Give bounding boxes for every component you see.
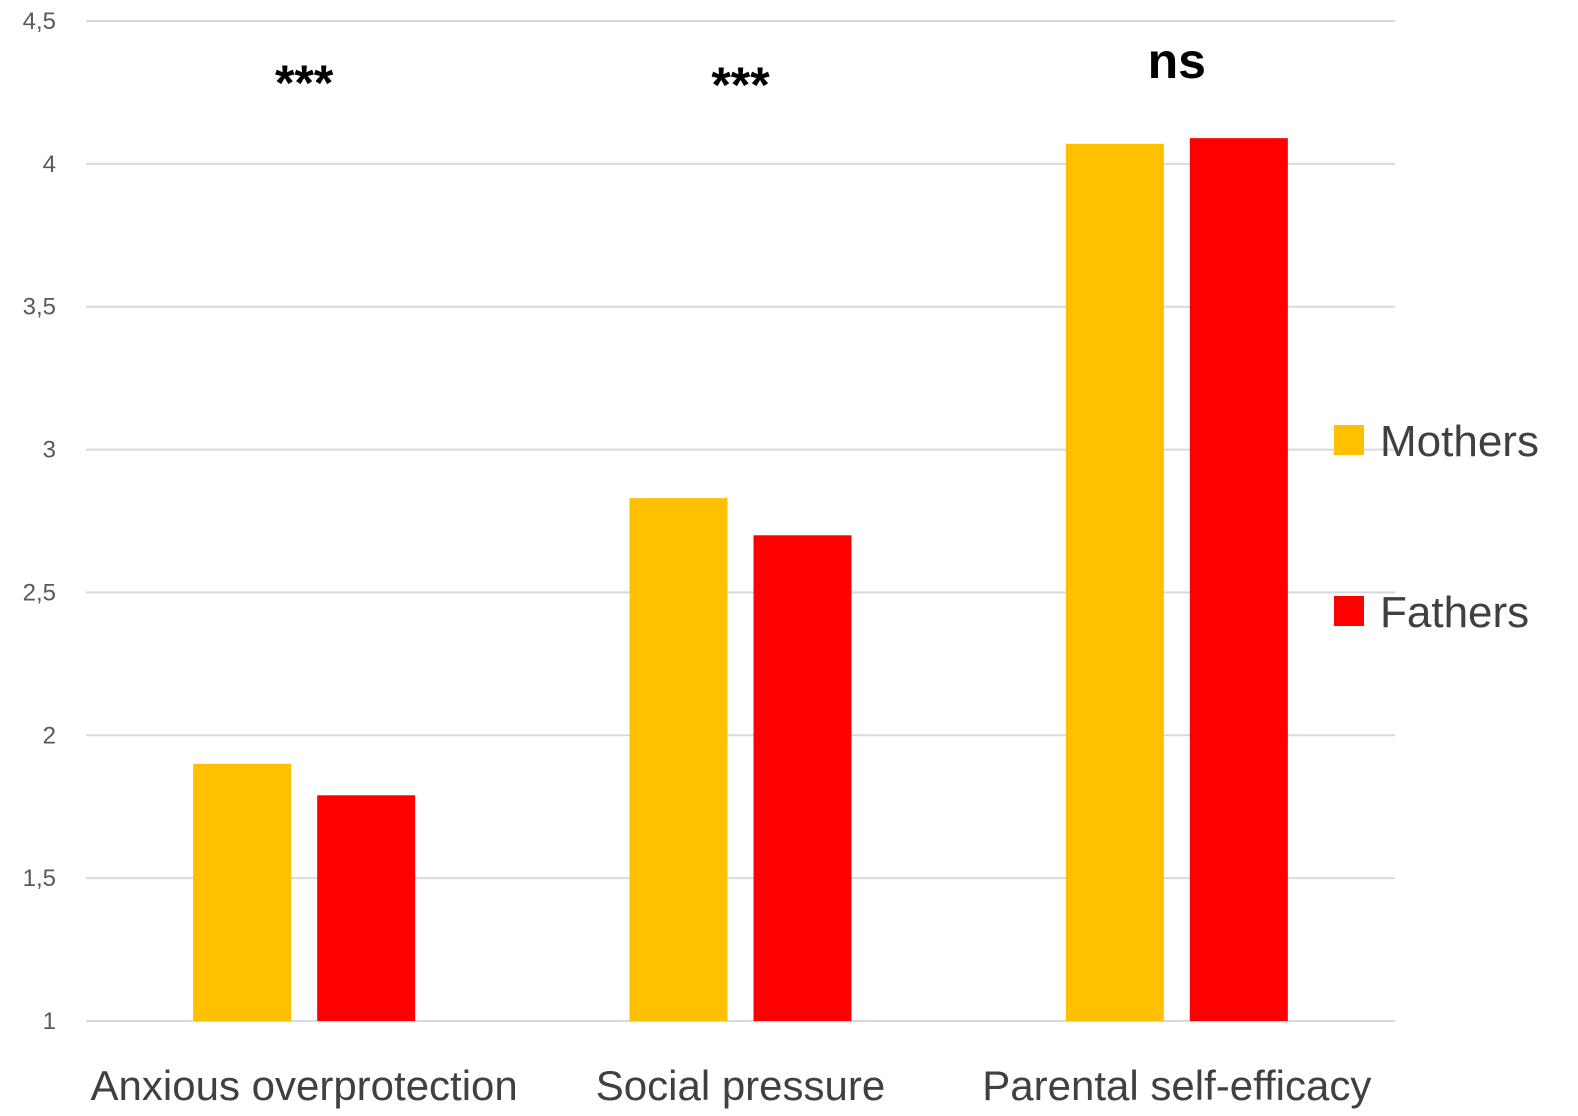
y-tick-label: 1,5 [23,865,56,892]
significance-marker: *** [711,57,770,113]
x-category-label: Social pressure [596,1062,885,1109]
gridlines [86,20,1395,1022]
legend: Mothers Fathers [1334,417,1539,637]
bar-fathers-3 [1189,138,1288,1022]
legend-label-fathers: Fathers [1380,588,1529,637]
bar-fathers-2 [753,535,852,1021]
bar-mothers-1 [193,763,292,1021]
x-category-label: Anxious overprotection [91,1062,518,1109]
y-tick-label: 4,5 [23,8,56,35]
legend-swatch-mothers [1334,425,1364,455]
x-axis-categories: Anxious overprotection Social pressure Par… [91,1062,1372,1109]
significance-marker: ns [1148,33,1206,89]
y-tick-label: 3 [43,437,56,464]
significance-markers: *** *** ns [275,33,1206,113]
x-category-label: Parental self-efficacy [982,1062,1371,1109]
bars [193,138,1288,1022]
y-axis-ticks: 1 1,5 2 2,5 3 3,5 4 4,5 [23,8,56,1035]
bar-fathers-1 [317,795,416,1021]
y-tick-label: 4 [43,151,56,178]
y-tick-label: 1 [43,1008,56,1035]
y-tick-label: 3,5 [23,294,56,321]
y-tick-label: 2 [43,722,56,749]
bar-mothers-3 [1065,143,1164,1021]
legend-label-mothers: Mothers [1380,417,1539,466]
legend-swatch-fathers [1334,596,1364,626]
bar-mothers-2 [629,498,728,1022]
significance-marker: *** [275,55,334,111]
y-tick-label: 2,5 [23,579,56,606]
